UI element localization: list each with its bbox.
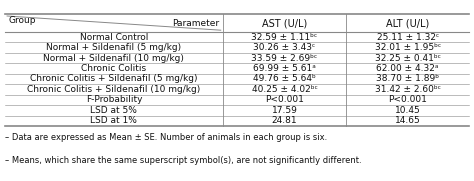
Text: 30.26 ± 3.43ᶜ: 30.26 ± 3.43ᶜ — [254, 43, 316, 52]
Text: AST (U/L): AST (U/L) — [262, 18, 307, 28]
Text: 62.00 ± 4.32ᵃ: 62.00 ± 4.32ᵃ — [376, 64, 439, 73]
Text: 31.42 ± 2.60ᵇᶜ: 31.42 ± 2.60ᵇᶜ — [375, 85, 441, 94]
Text: 17.59: 17.59 — [272, 106, 298, 115]
Text: 32.01 ± 1.95ᵇᶜ: 32.01 ± 1.95ᵇᶜ — [374, 43, 441, 52]
Text: ALT (U/L): ALT (U/L) — [386, 18, 429, 28]
Text: Parameter: Parameter — [172, 19, 219, 28]
Text: 32.25 ± 0.41ᵇᶜ: 32.25 ± 0.41ᵇᶜ — [375, 54, 441, 63]
Text: – Data are expressed as Mean ± SE. Number of animals in each group is six.: – Data are expressed as Mean ± SE. Numbe… — [5, 133, 327, 142]
Text: 25.11 ± 1.32ᶜ: 25.11 ± 1.32ᶜ — [376, 33, 439, 42]
Text: 32.59 ± 1.11ᵇᶜ: 32.59 ± 1.11ᵇᶜ — [252, 33, 318, 42]
Text: 33.59 ± 2.69ᵇᶜ: 33.59 ± 2.69ᵇᶜ — [252, 54, 318, 63]
Text: Normal Control: Normal Control — [80, 33, 148, 42]
Text: 40.25 ± 4.02ᵇᶜ: 40.25 ± 4.02ᵇᶜ — [252, 85, 318, 94]
Text: Normal + Sildenafil (10 mg/kg): Normal + Sildenafil (10 mg/kg) — [44, 54, 184, 63]
Text: 69.99 ± 5.61ᵃ: 69.99 ± 5.61ᵃ — [253, 64, 316, 73]
Text: P<0.001: P<0.001 — [265, 95, 304, 104]
Text: Chronic Colitis + Sildenafil (10 mg/kg): Chronic Colitis + Sildenafil (10 mg/kg) — [27, 85, 201, 94]
Text: 49.76 ± 5.64ᵇ: 49.76 ± 5.64ᵇ — [253, 74, 316, 83]
Text: Chronic Colitis: Chronic Colitis — [82, 64, 146, 73]
Text: LSD at 1%: LSD at 1% — [91, 116, 137, 125]
Text: 14.65: 14.65 — [395, 116, 420, 125]
Text: Normal + Sildenafil (5 mg/kg): Normal + Sildenafil (5 mg/kg) — [46, 43, 182, 52]
Text: F-Probability: F-Probability — [86, 95, 142, 104]
Text: Group: Group — [9, 16, 36, 25]
Text: Chronic Colitis + Sildenafil (5 mg/kg): Chronic Colitis + Sildenafil (5 mg/kg) — [30, 74, 198, 83]
Text: – Means, which share the same superscript symbol(s), are not significantly diffe: – Means, which share the same superscrip… — [5, 156, 361, 165]
Text: 38.70 ± 1.89ᵇ: 38.70 ± 1.89ᵇ — [376, 74, 439, 83]
Text: 24.81: 24.81 — [272, 116, 297, 125]
Text: 10.45: 10.45 — [395, 106, 420, 115]
Text: LSD at 5%: LSD at 5% — [91, 106, 137, 115]
Text: P<0.001: P<0.001 — [388, 95, 427, 104]
